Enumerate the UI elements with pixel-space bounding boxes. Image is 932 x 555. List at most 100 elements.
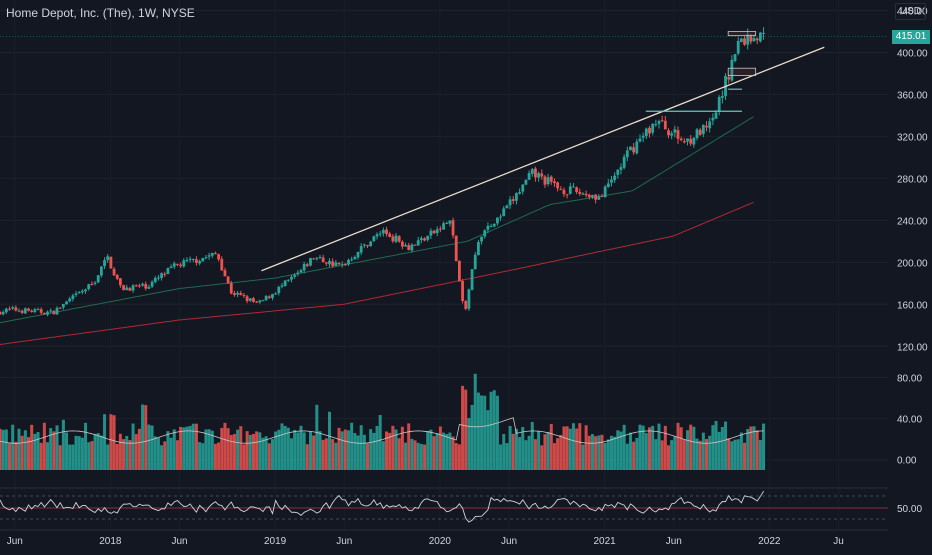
- candle: [90, 283, 94, 285]
- time-tick-label: Jun: [336, 536, 352, 547]
- volume-bar: [467, 418, 471, 470]
- candle: [470, 269, 474, 290]
- candle: [321, 257, 325, 263]
- candle: [746, 34, 750, 45]
- volume-bar: [603, 442, 607, 470]
- candle: [324, 262, 328, 264]
- candle: [226, 276, 230, 284]
- volume-bar: [714, 420, 718, 470]
- volume-bar: [87, 442, 91, 470]
- time-tick-label: 2018: [99, 536, 122, 547]
- volume-bar: [442, 432, 446, 470]
- time-axis[interactable]: Jun 2018 Jun 2019 Jun 2020 Jun 2021 Jun 2022 Ju: [7, 536, 844, 547]
- price-axis[interactable]: 440.00 400.00 360.00 320.00 280.00 240.00 200.…: [897, 6, 928, 515]
- candle: [77, 292, 81, 294]
- time-tick-label: 2020: [429, 536, 452, 547]
- volume-bar: [366, 442, 370, 470]
- candle: [613, 175, 617, 181]
- volume-bar: [14, 441, 18, 470]
- volume-bar: [663, 425, 667, 470]
- volume-bar: [724, 421, 728, 470]
- volume-tick-label: 40.00: [897, 415, 922, 426]
- candle: [1, 312, 5, 315]
- volume-bar: [137, 428, 141, 470]
- volume-bar: [505, 443, 509, 470]
- volume-bar: [318, 431, 322, 470]
- volume-bar: [327, 411, 331, 470]
- price-tick-label: 200.00: [897, 258, 928, 269]
- volume-bar: [49, 428, 53, 470]
- candle: [445, 223, 449, 225]
- candle: [701, 124, 705, 134]
- candle: [134, 285, 138, 287]
- candle: [236, 292, 240, 295]
- volume-bar: [546, 431, 550, 470]
- volume-bar: [692, 426, 696, 470]
- volume-bar: [283, 425, 287, 470]
- volume-bar: [36, 432, 40, 470]
- candle: [717, 96, 721, 112]
- volume-bar: [274, 431, 278, 470]
- volume-bar: [565, 426, 569, 470]
- candle: [496, 217, 499, 224]
- candle: [600, 195, 604, 197]
- volume-bar: [378, 414, 382, 470]
- volume-bar: [245, 431, 249, 470]
- volume-bar: [198, 442, 202, 470]
- oscillator-panel: [0, 487, 888, 531]
- candle: [318, 256, 322, 258]
- volume-bar: [454, 443, 458, 470]
- candle: [58, 307, 62, 309]
- volume-bar: [438, 426, 442, 470]
- candle: [616, 169, 620, 175]
- volume-bar: [644, 433, 648, 470]
- volume-bar: [638, 424, 642, 470]
- currency-label[interactable]: USD: [894, 3, 926, 20]
- volume-bar: [65, 432, 69, 470]
- candle: [708, 121, 712, 129]
- candle: [68, 298, 72, 302]
- volume-bar: [435, 433, 439, 470]
- volume-bar: [571, 423, 575, 470]
- candle: [407, 245, 411, 250]
- candle: [682, 141, 686, 143]
- candle: [372, 236, 376, 242]
- candle: [182, 260, 186, 267]
- candle: [14, 307, 18, 311]
- candle: [581, 193, 585, 195]
- volume-bar: [4, 429, 8, 470]
- volume-bar: [375, 426, 379, 470]
- price-tick-label: 320.00: [897, 132, 928, 143]
- volume-bar: [156, 437, 160, 470]
- volume-bar: [549, 423, 553, 470]
- candle: [8, 308, 11, 310]
- volume-bar: [568, 428, 572, 470]
- candle: [42, 312, 46, 315]
- drawing-annotations: [261, 31, 825, 272]
- candle: [404, 244, 407, 247]
- candle: [730, 60, 734, 81]
- candle: [673, 129, 677, 133]
- volume-bar: [42, 422, 46, 470]
- candle: [575, 187, 579, 193]
- volume-bar: [213, 443, 217, 470]
- candle: [122, 285, 125, 291]
- price-tick-label: 160.00: [897, 300, 928, 311]
- volume-bar: [429, 429, 433, 470]
- volume-bar: [755, 430, 759, 470]
- candle: [457, 260, 461, 282]
- volume-bar: [673, 436, 677, 470]
- volume-bar: [296, 432, 300, 470]
- volume-bar: [182, 427, 186, 470]
- price-tick-label: 240.00: [897, 216, 928, 227]
- chart-title: Home Depot, Inc. (The), 1W, NYSE: [6, 6, 195, 20]
- volume-bar: [84, 422, 88, 470]
- candle: [52, 310, 56, 315]
- volume-bar: [128, 440, 132, 470]
- candle: [419, 238, 423, 240]
- volume-bar: [606, 439, 610, 470]
- volume-bar: [597, 435, 601, 470]
- candle: [350, 259, 354, 261]
